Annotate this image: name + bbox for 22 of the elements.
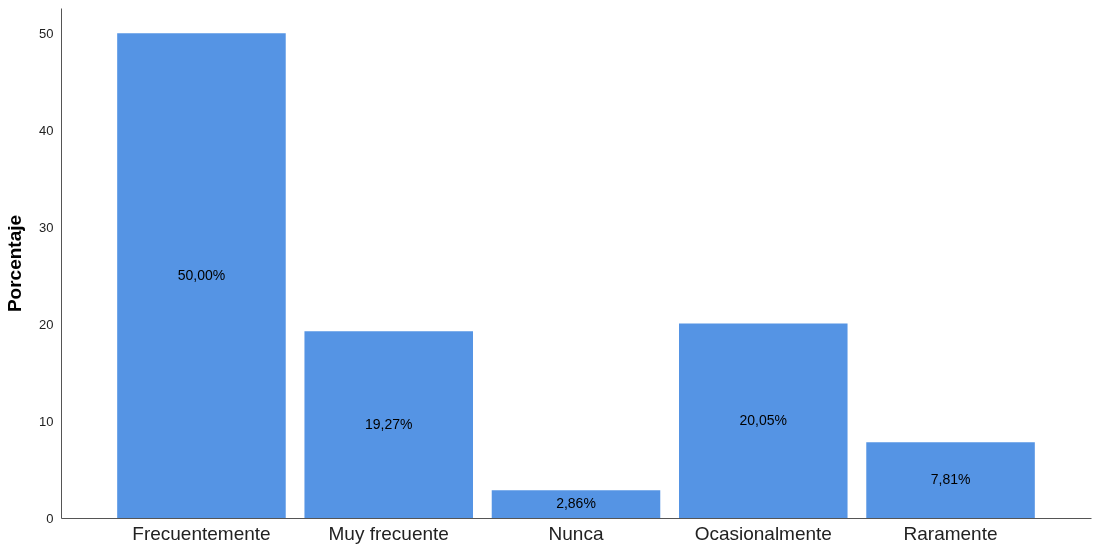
x-tick-label: Ocasionalmente [694,522,832,544]
bar [866,442,1035,518]
y-tick-label: 50 [39,25,54,41]
x-tick-label: Nunca [548,522,604,544]
bar [304,331,473,518]
data-label: 7,81% [930,471,971,488]
x-tick-label: Frecuentemente [132,522,271,544]
bar [117,33,286,518]
bar [491,490,661,518]
y-tick-label: 30 [39,219,54,235]
y-tick-label: 0 [46,510,54,526]
data-label: 19,27% [364,415,413,432]
data-label: 2,86% [556,495,596,512]
data-label: 20,05% [739,411,788,428]
y-tick-label: 10 [39,413,54,429]
bar [679,323,848,518]
y-tick-label: 40 [39,122,54,138]
y-axis-title: Porcentaje [4,214,26,313]
x-tick-label: Raramente [903,522,998,544]
y-tick-label: 20 [39,316,54,332]
data-label: 50,00% [177,266,226,283]
x-tick-label: Muy frecuente [328,522,449,544]
